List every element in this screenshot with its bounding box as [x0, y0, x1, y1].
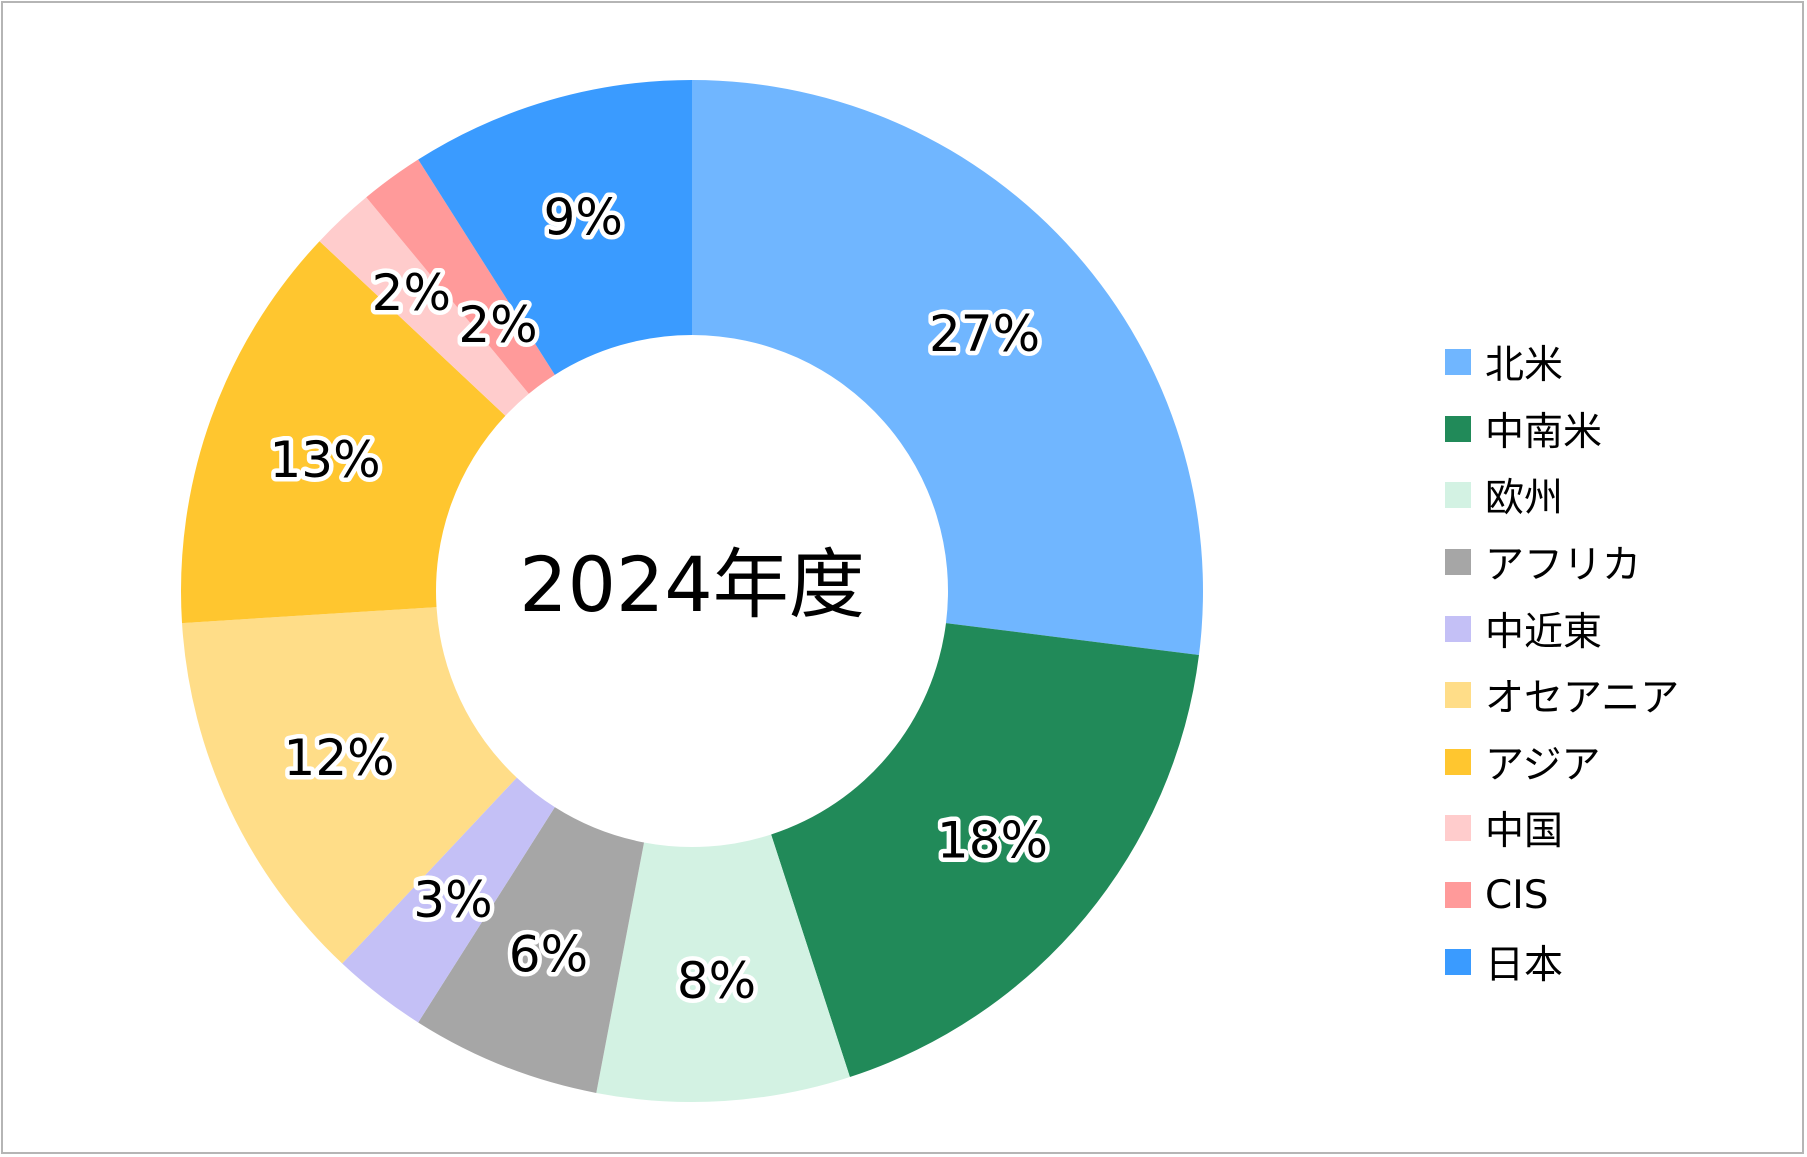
- legend-label: 中国: [1485, 809, 1564, 855]
- slice-label-8: 2%: [372, 264, 451, 322]
- legend-item-7: アジア: [1445, 729, 1679, 796]
- slice-label-6: 12%: [284, 729, 395, 787]
- legend-label: 欧州: [1485, 476, 1564, 522]
- slice-3: [596, 834, 850, 1103]
- legend-item-9: CIS: [1445, 862, 1679, 929]
- slice-10: [418, 80, 692, 375]
- legend-item-10: 日本: [1445, 928, 1679, 995]
- slice-label-9: 2%: [458, 296, 537, 354]
- legend-label: アフリカ: [1485, 543, 1642, 589]
- legend-swatch: [1445, 549, 1471, 576]
- legend: 北米中南米欧州アフリカ中近東オセアニアアジア中国 CIS 日本: [1445, 329, 1679, 995]
- legend-label: 北米: [1485, 343, 1564, 389]
- slice-8: [319, 197, 529, 416]
- legend-swatch: [1445, 615, 1471, 642]
- legend-item-2: 中南米: [1445, 396, 1679, 463]
- legend-item-4: アフリカ: [1445, 529, 1679, 596]
- legend-swatch: [1445, 682, 1471, 709]
- slice-label-1: 27%: [929, 305, 1040, 363]
- slice-label-7: 13%: [269, 431, 380, 489]
- slice-6: [182, 607, 517, 964]
- legend-item-1: 北米: [1445, 329, 1679, 396]
- slice-label-10: 9%: [544, 188, 623, 246]
- slice-4: [418, 807, 645, 1093]
- legend-label: 中近東: [1485, 609, 1603, 655]
- legend-swatch: [1445, 349, 1471, 376]
- donut-chart: 27%18%8%6%3%12%13%2%2%9% 2024年度: [181, 80, 1203, 1103]
- slice-5: [342, 777, 555, 1023]
- slice-7: [181, 241, 506, 624]
- legend-label: アジア: [1485, 742, 1601, 788]
- slice-label-3: 8%: [677, 952, 756, 1010]
- legend-swatch: [1445, 415, 1471, 442]
- legend-swatch: [1445, 482, 1471, 509]
- legend-swatch: [1445, 748, 1471, 775]
- legend-label: CIS: [1485, 872, 1549, 918]
- legend-label: 日本: [1485, 942, 1564, 988]
- legend-swatch: [1445, 948, 1471, 975]
- donut-slices: [181, 80, 1203, 1103]
- legend-item-5: 中近東: [1445, 595, 1679, 662]
- legend-swatch: [1445, 815, 1471, 842]
- slice-label-4: 6%: [509, 926, 588, 984]
- legend-item-6: オセアニア: [1445, 662, 1679, 729]
- slice-label-5: 3%: [413, 871, 492, 929]
- donut-center-label: 2024年度: [519, 540, 864, 629]
- legend-label: 中南米: [1485, 409, 1603, 455]
- slice-1: [692, 80, 1203, 656]
- legend-swatch: [1445, 882, 1471, 909]
- slice-labels: 27%18%8%6%3%12%13%2%2%9%: [265, 184, 1053, 1015]
- slice-9: [366, 159, 555, 394]
- slice-label-2: 18%: [937, 812, 1048, 870]
- slice-2: [771, 623, 1199, 1077]
- legend-label: オセアニア: [1485, 676, 1680, 722]
- legend-item-3: 欧州: [1445, 462, 1679, 529]
- legend-item-8: 中国: [1445, 795, 1679, 862]
